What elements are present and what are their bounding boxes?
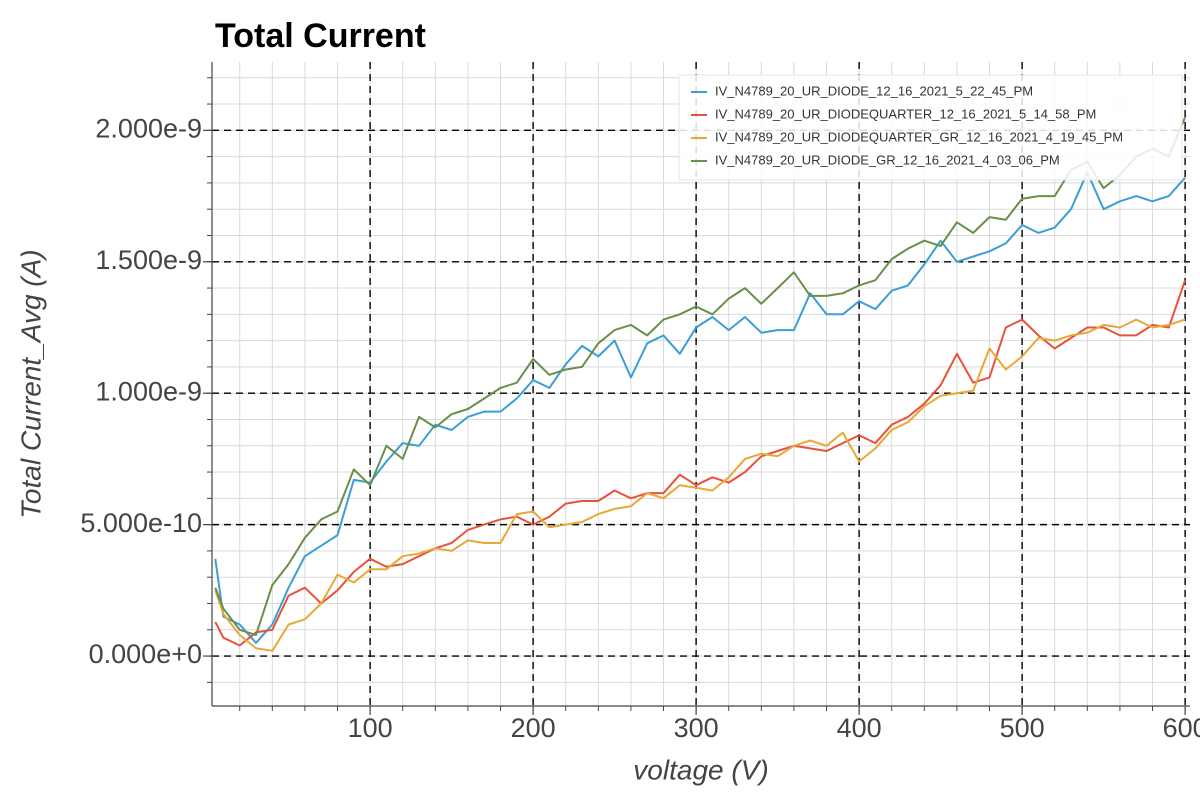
legend-label: IV_N4789_20_UR_DIODE_12_16_2021_5_22_45_… <box>715 83 1033 98</box>
y-axis-label: Total Current_Avg (A) <box>15 249 46 518</box>
legend-box <box>678 74 1183 181</box>
y-tick-label: 5.000e-10 <box>80 508 202 538</box>
x-axis-label: voltage (V) <box>633 754 768 785</box>
legend-label: IV_N4789_20_UR_DIODE_GR_12_16_2021_4_03_… <box>715 152 1060 167</box>
series-line <box>214 171 1186 644</box>
x-tick-label: 500 <box>1000 713 1045 743</box>
x-tick-label: 300 <box>674 713 719 743</box>
x-tick-label: 400 <box>837 713 882 743</box>
legend-label: IV_N4789_20_UR_DIODEQUARTER_GR_12_16_202… <box>715 129 1123 144</box>
y-tick-label: 2.000e-9 <box>95 113 202 143</box>
x-tick-label: 200 <box>511 713 556 743</box>
y-tick-label: 0.000e+0 <box>89 639 202 669</box>
y-tick-label: 1.500e-9 <box>95 245 202 275</box>
legend: IV_N4789_20_UR_DIODE_12_16_2021_5_22_45_… <box>678 74 1183 181</box>
series-line <box>214 279 1187 647</box>
y-tick-label: 1.000e-9 <box>95 376 202 406</box>
chart-title: Total Current <box>215 17 426 55</box>
x-tick-label: 100 <box>348 713 393 743</box>
series-line <box>214 116 1187 636</box>
series-line <box>214 318 1186 652</box>
legend-label: IV_N4789_20_UR_DIODEQUARTER_12_16_2021_5… <box>715 106 1096 121</box>
x-tick-label: 600 <box>1163 713 1200 743</box>
